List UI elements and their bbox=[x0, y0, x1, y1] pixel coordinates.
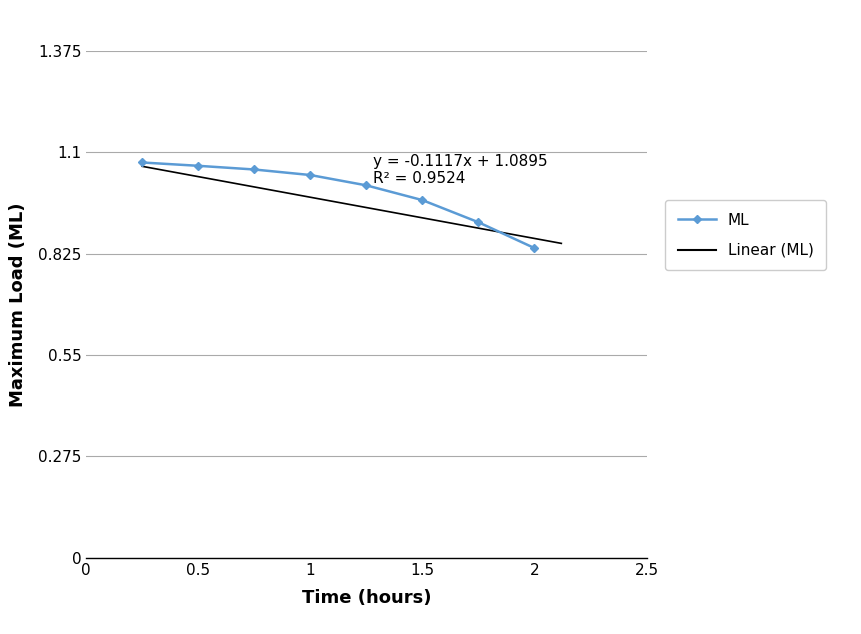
X-axis label: Time (hours): Time (hours) bbox=[301, 589, 430, 607]
ML bbox=[137, 158, 147, 166]
Line: Linear (ML): Linear (ML) bbox=[142, 166, 561, 243]
Y-axis label: Maximum Load (ML): Maximum Load (ML) bbox=[9, 202, 27, 406]
Linear (ML) bbox=[137, 162, 147, 170]
ML bbox=[529, 244, 539, 252]
ML bbox=[473, 219, 483, 226]
ML bbox=[305, 171, 315, 179]
Text: y = -0.1117x + 1.0895
R² = 0.9524: y = -0.1117x + 1.0895 R² = 0.9524 bbox=[373, 154, 547, 186]
Legend: ML, Linear (ML): ML, Linear (ML) bbox=[665, 200, 825, 270]
Linear (ML) bbox=[520, 233, 530, 241]
ML bbox=[417, 197, 427, 204]
Linear (ML) bbox=[162, 167, 172, 175]
ML bbox=[361, 181, 371, 189]
Linear (ML) bbox=[214, 177, 225, 184]
Linear (ML) bbox=[248, 183, 258, 191]
Linear (ML) bbox=[154, 165, 164, 173]
Linear (ML) bbox=[535, 236, 545, 243]
ML bbox=[249, 165, 259, 173]
Line: ML: ML bbox=[139, 160, 536, 251]
Linear (ML) bbox=[555, 240, 566, 247]
ML bbox=[193, 162, 203, 170]
